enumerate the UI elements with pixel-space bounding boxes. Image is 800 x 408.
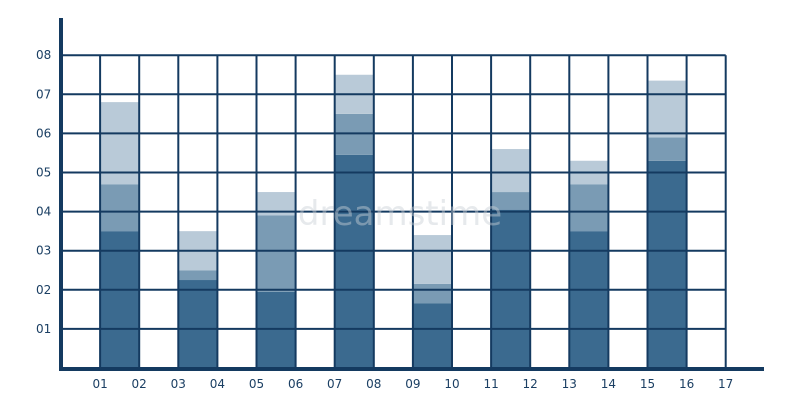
bar-5-segment-1 bbox=[412, 303, 452, 368]
bar-8-segment-3 bbox=[647, 80, 687, 138]
y-tick-label-01: 01 bbox=[36, 322, 51, 336]
bar-3-segment-2 bbox=[256, 215, 296, 292]
bar-1-segment-2 bbox=[100, 184, 140, 232]
bar-6-segment-3 bbox=[491, 149, 531, 193]
bar-5-segment-3 bbox=[412, 235, 452, 284]
x-tick-label-17: 17 bbox=[718, 377, 733, 391]
x-tick-label-10: 10 bbox=[444, 377, 459, 391]
tick-labels-layer: 01 02 03 04 05 06 07 08 09 10 11 12 13 14 15 16 17 01 02 03… bbox=[36, 48, 733, 391]
bar-1-segment-1 bbox=[100, 231, 140, 368]
bar-6-segment-2 bbox=[491, 192, 531, 210]
grid-layer bbox=[61, 54, 727, 368]
bar-2-segment-2 bbox=[178, 270, 218, 281]
bar-3-segment-3 bbox=[256, 192, 296, 216]
bar-7-segment-1 bbox=[569, 231, 609, 368]
y-tick-label-08: 08 bbox=[36, 48, 51, 62]
x-tick-label-04: 04 bbox=[210, 377, 225, 391]
x-tick-label-06: 06 bbox=[288, 377, 303, 391]
bar-2-segment-1 bbox=[178, 280, 218, 368]
x-tick-label-08: 08 bbox=[366, 377, 381, 391]
x-tick-label-13: 13 bbox=[562, 377, 577, 391]
x-tick-label-12: 12 bbox=[523, 377, 538, 391]
x-tick-label-16: 16 bbox=[679, 377, 694, 391]
y-tick-label-02: 02 bbox=[36, 283, 51, 297]
x-tick-label-11: 11 bbox=[483, 377, 498, 391]
x-tick-label-02: 02 bbox=[132, 377, 147, 391]
x-tick-label-03: 03 bbox=[171, 377, 186, 391]
bar-5-segment-2 bbox=[412, 283, 452, 304]
bar-4-segment-1 bbox=[334, 154, 374, 368]
bars-layer bbox=[100, 74, 687, 368]
bar-8-segment-2 bbox=[647, 137, 687, 161]
bar-1-segment-3 bbox=[100, 102, 140, 185]
y-tick-label-03: 03 bbox=[36, 244, 51, 258]
y-tick-label-05: 05 bbox=[36, 166, 51, 180]
y-tick-label-07: 07 bbox=[36, 87, 51, 101]
x-tick-label-09: 09 bbox=[405, 377, 420, 391]
y-tick-label-06: 06 bbox=[36, 126, 51, 140]
x-tick-label-14: 14 bbox=[601, 377, 616, 391]
x-tick-label-01: 01 bbox=[92, 377, 107, 391]
axes-layer bbox=[59, 18, 764, 371]
x-tick-label-15: 15 bbox=[640, 377, 655, 391]
bar-8-segment-1 bbox=[647, 160, 687, 368]
watermark: dreamstime bbox=[298, 194, 502, 234]
y-tick-label-04: 04 bbox=[36, 205, 51, 219]
x-tick-label-05: 05 bbox=[249, 377, 264, 391]
bar-7-segment-2 bbox=[569, 184, 609, 232]
x-tick-label-07: 07 bbox=[327, 377, 342, 391]
